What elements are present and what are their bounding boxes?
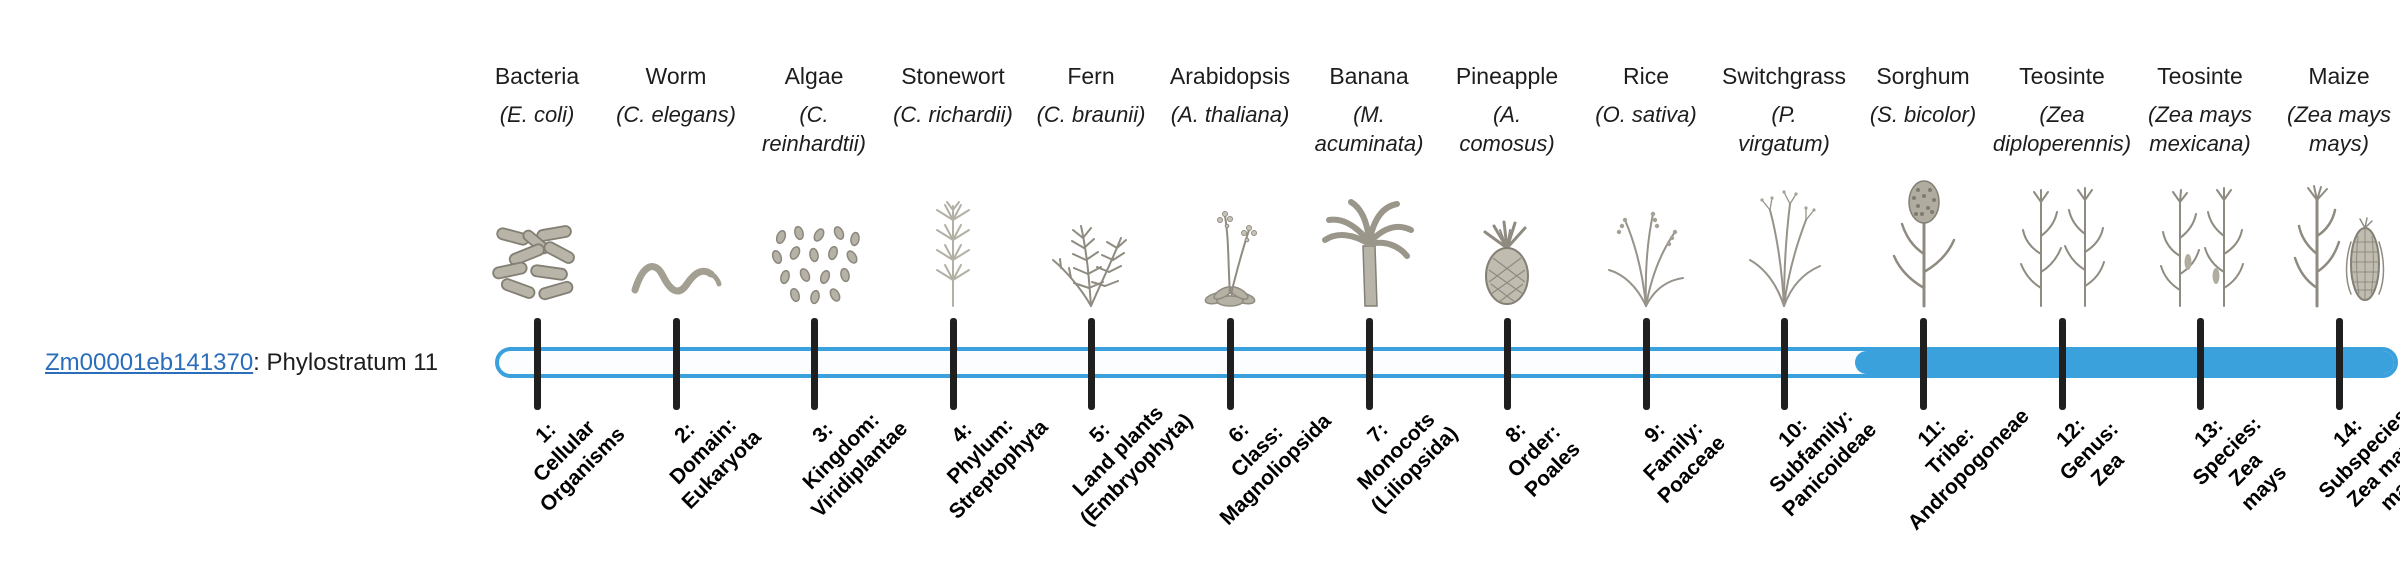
- stratum-label-text: 12: Genus: Zea: [2051, 413, 2129, 491]
- organism-scientific-name: (S. bicolor): [1869, 101, 1977, 127]
- organism-column-teosinte-mexicana: Teosinte (Zea mays mexicana): [2120, 63, 2280, 308]
- organism-scientific-name: (C. reinhardtii): [762, 101, 866, 157]
- gene-phylostratum-text: : Phylostratum 11: [253, 349, 439, 376]
- organism-column-stonewort: Stonewort (C. richardii): [873, 63, 1033, 308]
- stratum-tick-12: [2059, 318, 2066, 410]
- gene-id-link[interactable]: Zm00001eb141370: [45, 349, 254, 376]
- stratum-label-text: 11: Tribe: Andropogoneae: [1903, 404, 2034, 535]
- organism-column-fern: Fern (C. braunii): [1011, 63, 1171, 308]
- stratum-tick-11: [1920, 318, 1927, 410]
- organism-scientific-name: (Zea mays mexicana): [2148, 101, 2252, 157]
- stratum-label-text: 5: Land plants (Embryophyta): [1068, 401, 1198, 531]
- organism-scientific-name: (E. coli): [499, 101, 575, 127]
- organism-common-name: Switchgrass: [1722, 63, 1846, 89]
- organism-column-worm: Worm (C. elegans): [596, 63, 756, 308]
- pineapple-icon: [1465, 196, 1550, 308]
- organism-common-name: Algae: [784, 63, 844, 89]
- stratum-tick-1: [534, 318, 541, 410]
- stratum-tick-8: [1504, 318, 1511, 410]
- organism-common-name: Teosinte: [2157, 63, 2243, 89]
- stratum-tick-10: [1781, 318, 1788, 410]
- organism-common-name: Bacteria: [494, 63, 580, 89]
- organism-column-arabidopsis: Arabidopsis (A. thaliana): [1150, 63, 1310, 308]
- organism-common-name: Arabidopsis: [1169, 63, 1291, 89]
- organism-common-name: Banana: [1329, 63, 1409, 89]
- stratum-label-text: 4: Phylum: Streptophyta: [942, 413, 1053, 524]
- organism-common-name: Rice: [1622, 63, 1669, 89]
- organism-common-name: Teosinte: [2019, 63, 2105, 89]
- stratum-tick-7: [1366, 318, 1373, 410]
- stratum-label-text: 1: Cellular Organisms: [528, 415, 630, 517]
- stratum-label-text: 9: Family: Poaceae: [1639, 417, 1730, 508]
- stratum-tick-5: [1088, 318, 1095, 410]
- teosinte-diploperennis-icon: [2007, 186, 2117, 308]
- organism-column-pineapple: Pineapple (A. comosus): [1427, 63, 1587, 308]
- stratum-label-text: 3: Kingdom: Viridiplantae: [798, 408, 913, 523]
- algae-icon: [767, 223, 862, 308]
- stratum-tick-6: [1227, 318, 1234, 410]
- maize-icon: [2287, 176, 2392, 308]
- sorghum-icon: [1876, 176, 1971, 308]
- stratum-label-text: 7: Monocots (Liliopsida): [1353, 408, 1463, 518]
- stratum-tick-14: [2336, 318, 2343, 410]
- stratum-label-text: 6: Class: Magnoliopsida: [1215, 409, 1336, 530]
- organism-scientific-name: (A. thaliana): [1170, 101, 1290, 127]
- organism-scientific-name: (C. richardii): [893, 101, 1013, 127]
- teosinte-mexicana-icon: [2148, 186, 2253, 308]
- organism-common-name: Fern: [1067, 63, 1115, 89]
- organism-column-banana: Banana (M. acuminata): [1289, 63, 1449, 308]
- organism-column-teosinte-diploperennis: Teosinte (Zea diploperennis): [1982, 63, 2142, 308]
- organism-common-name: Stonewort: [901, 63, 1005, 89]
- worm-icon: [629, 246, 724, 308]
- phylostrata-bar-fill: [1855, 351, 2394, 374]
- organism-scientific-name: (P. virgatum): [1738, 101, 1830, 157]
- stratum-label-text: 10: Subfamily: Panicoideae: [1765, 405, 1882, 522]
- organism-common-name: Maize: [2308, 63, 2370, 89]
- bacteria-icon: [487, 223, 587, 308]
- organism-scientific-name: (Zea diploperennis): [1992, 101, 2132, 157]
- organism-scientific-name: (Zea mays mays): [2287, 101, 2391, 157]
- organism-column-bacteria: Bacteria (E. coli): [457, 63, 617, 308]
- organism-column-rice: Rice (O. sativa): [1566, 63, 1726, 308]
- stratum-tick-13: [2197, 318, 2204, 410]
- organism-common-name: Sorghum: [1876, 63, 1970, 89]
- stratum-tick-3: [811, 318, 818, 410]
- organism-scientific-name: (A. comosus): [1459, 101, 1555, 157]
- organism-column-sorghum: Sorghum (S. bicolor): [1843, 63, 2003, 308]
- organism-scientific-name: (C. braunii): [1036, 101, 1146, 127]
- organism-column-algae: Algae (C. reinhardtii): [734, 63, 894, 308]
- organism-common-name: Worm: [645, 63, 707, 89]
- switchgrass-icon: [1734, 186, 1834, 308]
- stratum-label-text: 8: Order: Poales: [1501, 418, 1585, 502]
- stratum-label-text: 2: Domain: Eukaryota: [665, 413, 766, 514]
- stonewort-icon: [913, 196, 993, 308]
- banana-icon: [1317, 180, 1422, 308]
- stratum-tick-2: [673, 318, 680, 410]
- gene-label: Zm00001eb141370: Phylostratum 11: [45, 349, 438, 377]
- stratum-tick-9: [1643, 318, 1650, 410]
- organism-scientific-name: (C. elegans): [616, 101, 736, 127]
- organism-common-name: Pineapple: [1455, 63, 1559, 89]
- organism-scientific-name: (M. acuminata): [1314, 101, 1424, 157]
- rice-icon: [1599, 190, 1694, 308]
- fern-icon: [1041, 208, 1141, 308]
- arabidopsis-icon: [1185, 200, 1275, 308]
- organism-scientific-name: (O. sativa): [1595, 101, 1697, 127]
- organism-column-maize: Maize (Zea mays mays): [2259, 63, 2400, 308]
- organism-column-switchgrass: Switchgrass (P. virgatum): [1704, 63, 1864, 308]
- stratum-tick-4: [950, 318, 957, 410]
